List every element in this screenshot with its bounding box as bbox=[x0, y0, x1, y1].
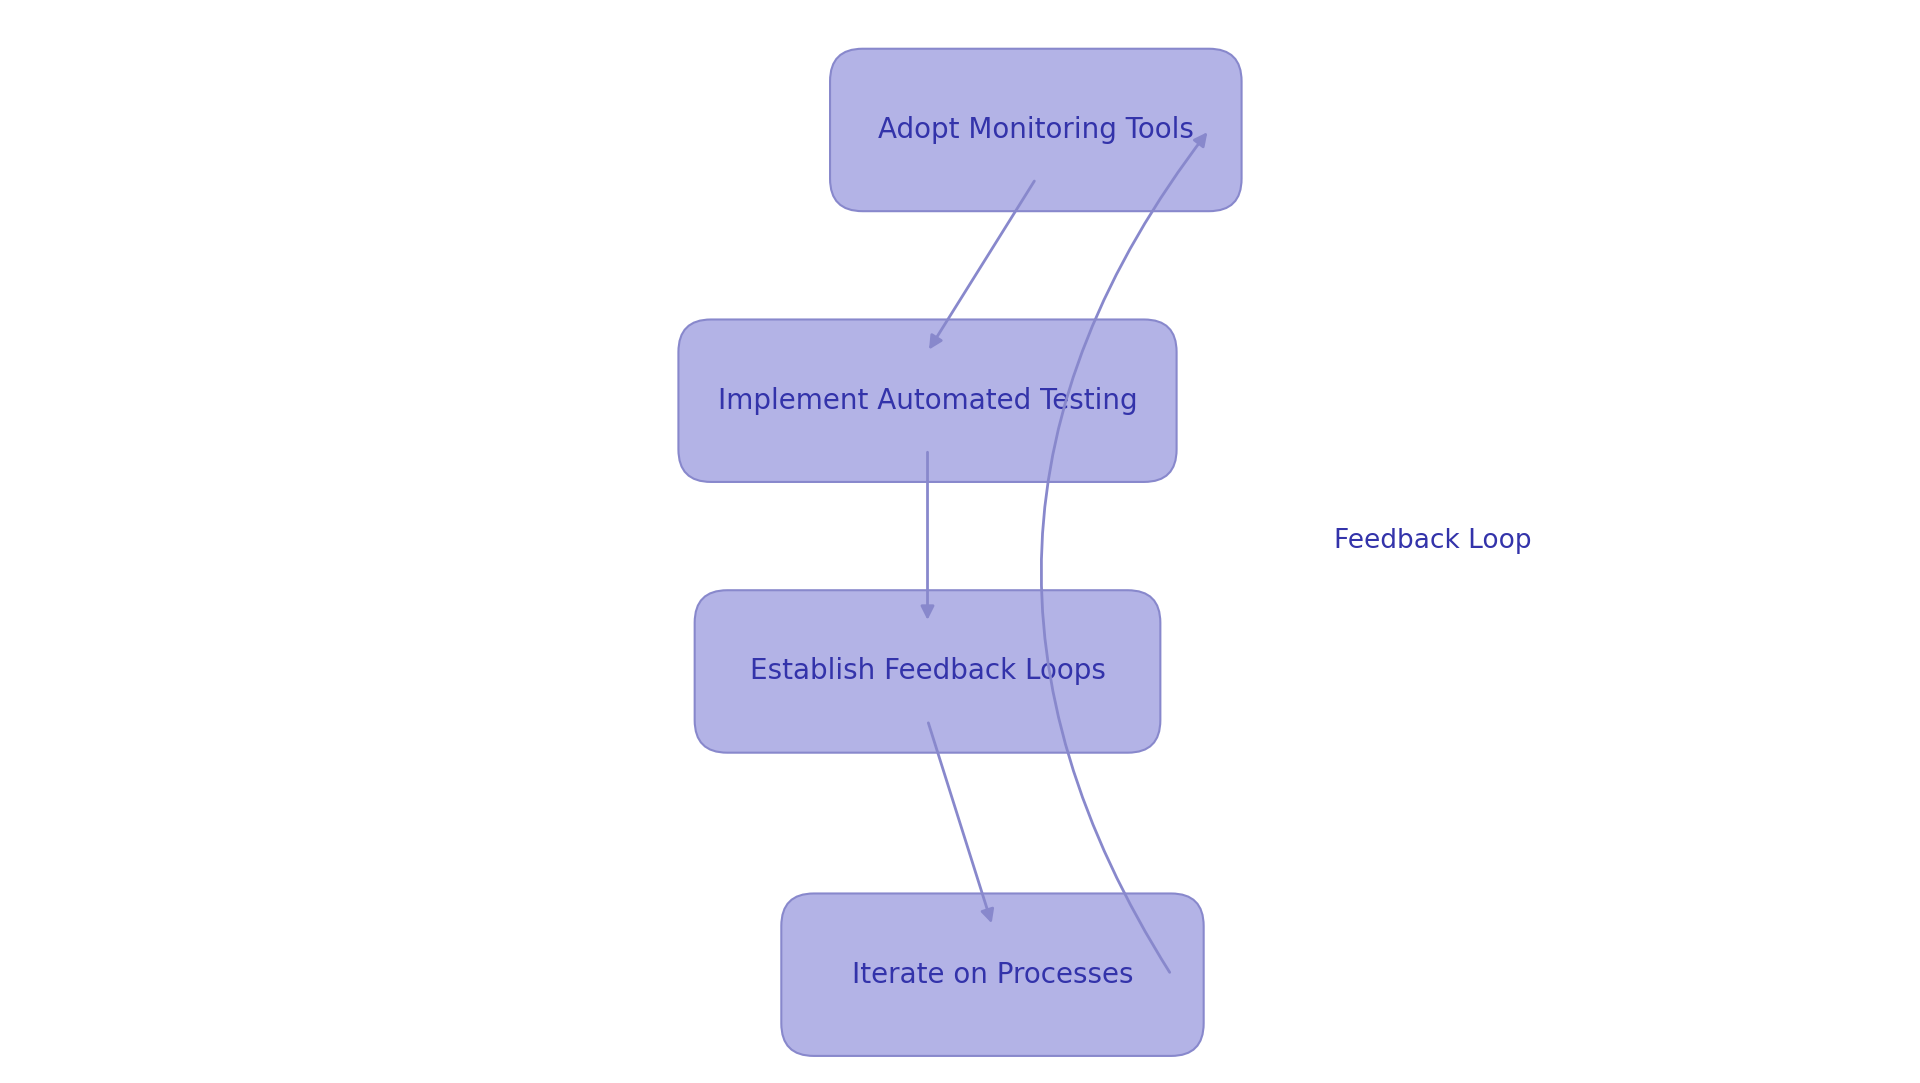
Text: Iterate on Processes: Iterate on Processes bbox=[852, 961, 1133, 989]
FancyBboxPatch shape bbox=[695, 590, 1160, 753]
Text: Feedback Loop: Feedback Loop bbox=[1334, 529, 1532, 554]
Text: Implement Automated Testing: Implement Automated Testing bbox=[718, 387, 1137, 415]
Text: Establish Feedback Loops: Establish Feedback Loops bbox=[749, 657, 1106, 686]
FancyBboxPatch shape bbox=[678, 319, 1177, 482]
FancyBboxPatch shape bbox=[781, 893, 1204, 1056]
Text: Adopt Monitoring Tools: Adopt Monitoring Tools bbox=[877, 116, 1194, 144]
FancyBboxPatch shape bbox=[829, 49, 1242, 211]
